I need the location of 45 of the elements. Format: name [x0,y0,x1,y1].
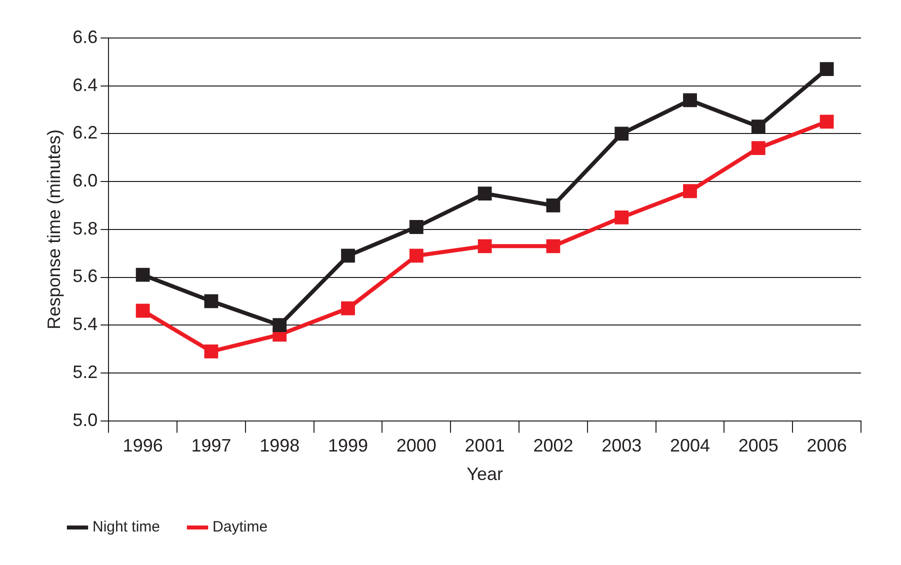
x-tick-label: 1996 [122,436,163,456]
x-tick-label: 2002 [533,436,574,456]
point [751,141,766,156]
point [614,126,629,141]
point [614,210,629,224]
y-tick-label: 6.6 [72,26,98,47]
point [546,239,560,254]
point [683,184,697,198]
y-tick-label: 5.8 [72,218,98,238]
point [546,198,560,212]
point [820,62,834,76]
point [136,304,150,318]
point [409,248,424,263]
point [204,294,218,308]
y-tick-label: 6.4 [72,74,98,95]
point [751,120,766,134]
x-tick-label: 2004 [670,436,710,456]
point [341,301,355,316]
x-tick-label: 2001 [464,436,505,456]
point [341,248,355,263]
x-tick-label: 1998 [260,436,300,456]
y-tick-label: 5.2 [72,362,98,382]
legend-label: Daytime [212,518,268,536]
point [478,239,492,254]
x-tick-label: 1999 [328,436,368,456]
x-tick-label: 2003 [602,436,642,456]
y-tick-label: 5.4 [72,314,98,334]
y-tick-label: 6.2 [72,122,98,143]
point [820,114,834,129]
point [683,93,697,108]
x-tick-label: 2006 [806,436,847,456]
x-axis-title: Year [466,464,503,484]
point [478,186,492,200]
x-tick-label: 2005 [738,436,778,456]
point [136,268,150,282]
y-tick-label: 5.0 [72,410,98,430]
x-tick-label: 2000 [396,436,436,456]
y-tick-label: 5.6 [72,266,98,286]
point [272,318,287,332]
x-tick-label: 1997 [191,436,232,456]
y-axis-title: Response time (minutes) [44,129,64,330]
point [409,220,424,234]
legend-label: Night time [92,518,160,536]
point [204,344,218,358]
y-tick-label: 6.0 [72,170,98,191]
